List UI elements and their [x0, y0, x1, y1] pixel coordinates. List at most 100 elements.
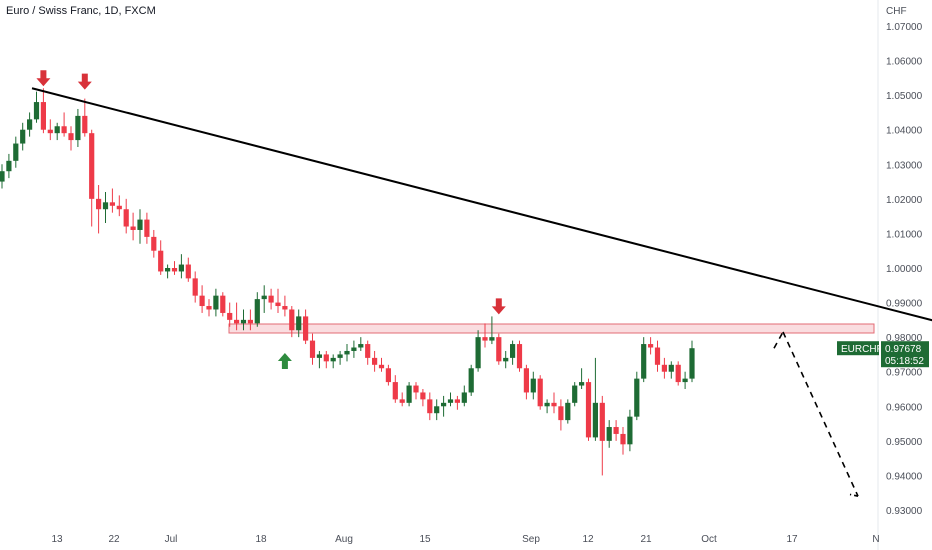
x-tick-label: 18	[255, 534, 267, 545]
x-tick-label: 15	[419, 534, 431, 545]
projection-hook	[849, 493, 859, 497]
y-tick-label: 1.00000	[886, 264, 923, 275]
candle-body	[420, 392, 426, 400]
y-axis-unit: CHF	[886, 6, 907, 17]
candle-body	[572, 385, 578, 403]
candle-body	[309, 340, 316, 358]
candle-body	[144, 219, 150, 237]
candle-body	[13, 143, 19, 161]
x-tick-label: N	[872, 534, 879, 545]
candle-body	[399, 399, 405, 403]
candle-body	[661, 364, 667, 372]
candle-body	[475, 337, 481, 369]
candle-body	[282, 306, 288, 310]
candle-body	[627, 416, 633, 445]
candles-layer	[0, 88, 695, 476]
candle-body	[689, 348, 695, 379]
symbol-label: EURCHF	[841, 344, 883, 355]
candle-body	[406, 385, 412, 403]
candle-body	[275, 302, 281, 307]
candle-body	[682, 378, 688, 383]
candle-body	[268, 295, 274, 303]
candle-body	[641, 344, 647, 379]
candle-body	[385, 368, 391, 383]
candle-body	[234, 319, 240, 324]
candle-body	[323, 354, 329, 362]
candle-body	[185, 264, 191, 279]
candle-body	[648, 344, 654, 348]
trendline	[31, 87, 932, 322]
candle-body	[330, 357, 336, 362]
y-tick-label: 0.94000	[886, 471, 923, 482]
candle-body	[482, 337, 488, 341]
candle-body	[20, 129, 26, 144]
x-tick-label: Jul	[165, 534, 178, 545]
candle-body	[441, 402, 447, 407]
candle-body	[40, 102, 46, 130]
candle-body	[178, 264, 184, 272]
candle-body	[130, 226, 136, 230]
candle-body	[344, 350, 350, 355]
y-tick-label: 1.05000	[886, 91, 923, 102]
x-tick-label: Aug	[335, 534, 353, 545]
candle-body	[254, 299, 260, 324]
y-tick-label: 0.93000	[886, 506, 923, 517]
candle-body	[537, 378, 543, 407]
y-tick-label: 1.01000	[886, 229, 923, 240]
y-tick-label: 0.98000	[886, 333, 923, 344]
y-tick-label: 1.04000	[886, 126, 923, 137]
candle-body	[544, 402, 550, 407]
candle-body	[489, 337, 495, 341]
candle-body	[303, 316, 309, 341]
candle-body	[206, 306, 212, 310]
y-tick-label: 0.99000	[886, 299, 923, 310]
down-arrow-icon	[491, 298, 506, 315]
candle-body	[96, 198, 102, 210]
candle-body	[613, 427, 619, 434]
candle-body	[461, 392, 467, 403]
y-tick-label: 0.95000	[886, 437, 923, 448]
candle-body	[337, 354, 343, 358]
candle-body	[530, 378, 536, 393]
candle-body	[558, 406, 564, 421]
chart-title: Euro / Swiss Franc, 1D, FXCM	[6, 5, 156, 17]
projection-up	[773, 331, 784, 349]
candle-body	[454, 399, 460, 403]
candle-body	[68, 133, 74, 141]
candle-body	[599, 402, 605, 441]
candle-body	[585, 382, 592, 438]
x-tick-label: Sep	[522, 534, 540, 545]
candle-body	[158, 250, 164, 272]
candle-body	[109, 202, 115, 206]
candle-body	[0, 171, 5, 182]
candle-body	[165, 268, 171, 272]
trendline-layer	[31, 87, 932, 497]
candle-body	[199, 295, 205, 307]
candle-body	[675, 364, 681, 383]
candle-body	[378, 364, 385, 369]
candle-body	[392, 382, 398, 400]
y-tick-label: 0.96000	[886, 402, 923, 413]
candle-body	[6, 160, 12, 172]
countdown-label: 05:18:52	[885, 356, 924, 367]
candle-body	[102, 202, 109, 210]
resistance-zone	[228, 323, 875, 334]
candle-body	[227, 312, 233, 320]
candle-body	[247, 319, 253, 324]
candle-body	[296, 316, 302, 331]
y-tick-label: 1.07000	[886, 22, 923, 33]
candle-body	[75, 115, 81, 141]
candle-body	[503, 357, 509, 362]
candle-body	[192, 278, 198, 296]
candle-body	[427, 399, 433, 414]
candle-body	[551, 402, 557, 407]
symbol-label-bg	[837, 341, 879, 356]
x-tick-label: 12	[582, 534, 594, 545]
candle-body	[116, 205, 122, 210]
candle-body	[668, 364, 674, 372]
y-tick-label: 1.06000	[886, 57, 923, 68]
candle-body	[413, 385, 419, 393]
candle-body	[565, 402, 571, 421]
